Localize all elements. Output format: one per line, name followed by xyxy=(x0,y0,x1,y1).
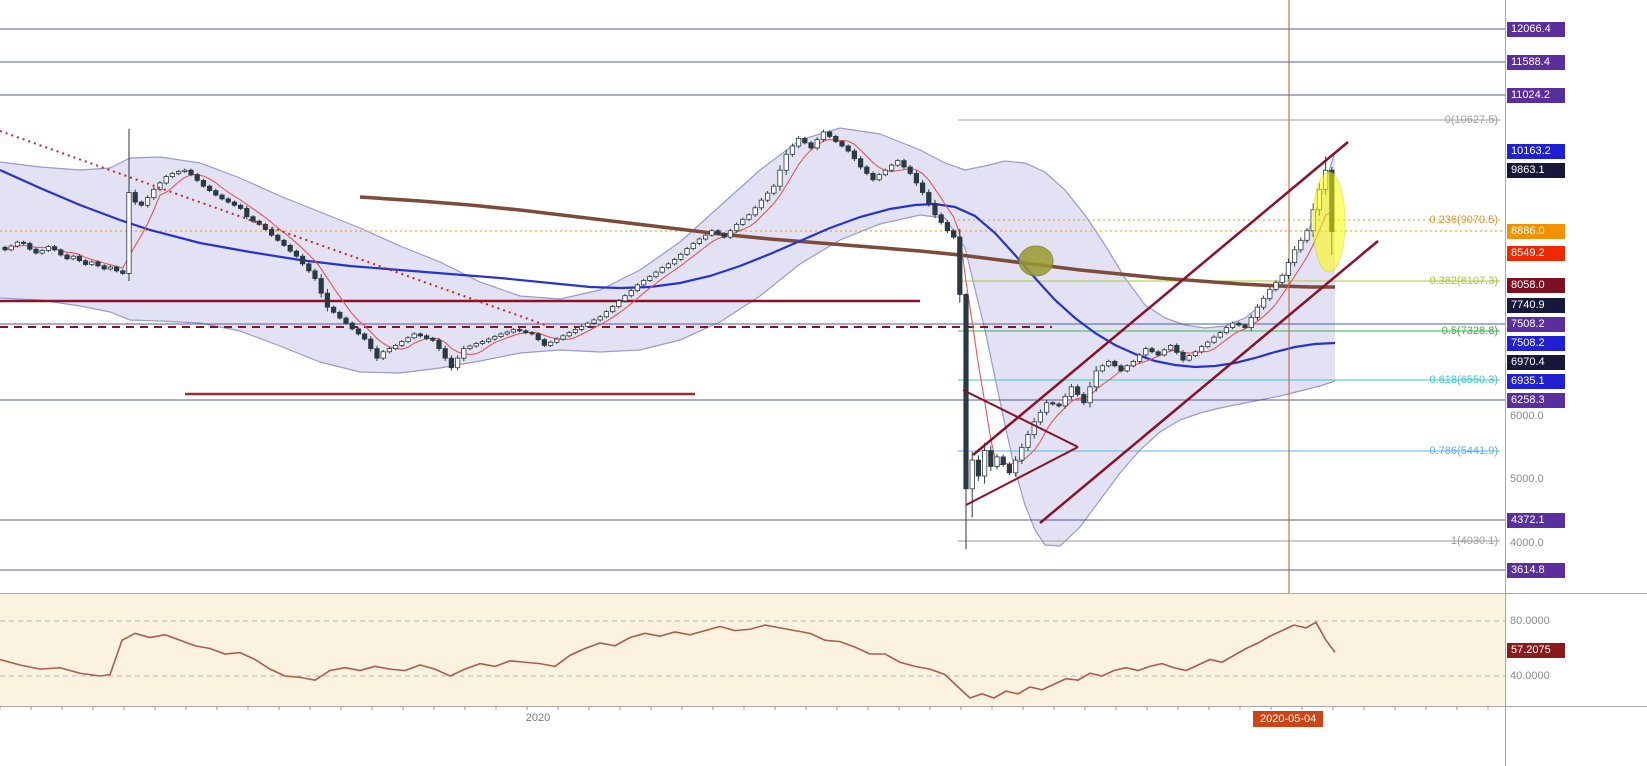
price-box: 6258.3 xyxy=(1507,392,1565,408)
ma-fast-red xyxy=(4,138,1333,468)
price-box: 6935.1 xyxy=(1507,373,1565,389)
price-box: 4372.1 xyxy=(1507,512,1565,528)
price-box: 9863.1 xyxy=(1507,162,1565,178)
horizontal-lines[interactable] xyxy=(0,230,1505,396)
fib-level-label: 1(4030.1) xyxy=(1450,535,1498,547)
rsi-line xyxy=(0,621,1336,699)
rsi-indicator xyxy=(0,620,1505,699)
price-box: 8058.0 xyxy=(1507,277,1565,293)
price-box: 10163.2 xyxy=(1507,143,1565,159)
trendlines[interactable] xyxy=(0,130,1379,524)
price-box: 11024.2 xyxy=(1507,87,1565,103)
fib-level-label: 0.382(8107.3) xyxy=(1429,275,1499,287)
fib-level-label: 0.236(9070.5) xyxy=(1429,214,1499,226)
axis-gray-label: 5000.0 xyxy=(1510,473,1544,485)
price-box: 11588.4 xyxy=(1507,54,1565,70)
highlight-ellipse-yellow[interactable] xyxy=(1312,171,1346,273)
ma-blue xyxy=(0,168,1336,369)
fib-level-label: 0.618(6550.3) xyxy=(1429,374,1499,386)
axis-gray-label: 4000.0 xyxy=(1510,537,1544,549)
price-box: 8886.0 xyxy=(1507,223,1565,239)
price-box: 7508.2 xyxy=(1507,335,1565,351)
rsi-panel-bg xyxy=(0,594,1505,706)
rsi-level-label: 40.0000 xyxy=(1510,670,1550,682)
price-box: 12066.4 xyxy=(1507,21,1565,37)
price-box: 7740.9 xyxy=(1507,297,1565,313)
price-box: 3614.8 xyxy=(1507,562,1565,578)
year-label: 2020 xyxy=(525,712,551,724)
rsi-value-box: 57.2075 xyxy=(1507,643,1565,658)
time-axis[interactable]: 2020 2020-05-04 xyxy=(0,706,1647,766)
fib-level-label: 0(10627.5) xyxy=(1444,114,1498,126)
fib-level-label: 0.786(5441.9) xyxy=(1429,445,1499,457)
fibonacci-retracement[interactable] xyxy=(958,119,1500,542)
price-axis[interactable]: 57.2075 12066.4 11588.4 11024.2 10163.2 9863… xyxy=(1505,0,1647,766)
ma-brown xyxy=(359,195,1335,289)
date-marker-label: 2020-05-04 xyxy=(1253,711,1324,727)
axis-gray-label: 6000.0 xyxy=(1510,410,1544,422)
grid-hlines xyxy=(0,28,1505,571)
price-box: 6970.4 xyxy=(1507,354,1565,370)
highlight-ellipse-olive[interactable] xyxy=(1018,245,1054,277)
rsi-level-label: 80.0000 xyxy=(1510,615,1550,627)
fib-level-label: 0.5(7328.8) xyxy=(1441,325,1498,337)
price-box: 7508.2 xyxy=(1507,316,1565,332)
price-box: 8549.2 xyxy=(1507,245,1565,261)
bollinger-band xyxy=(0,127,1336,547)
